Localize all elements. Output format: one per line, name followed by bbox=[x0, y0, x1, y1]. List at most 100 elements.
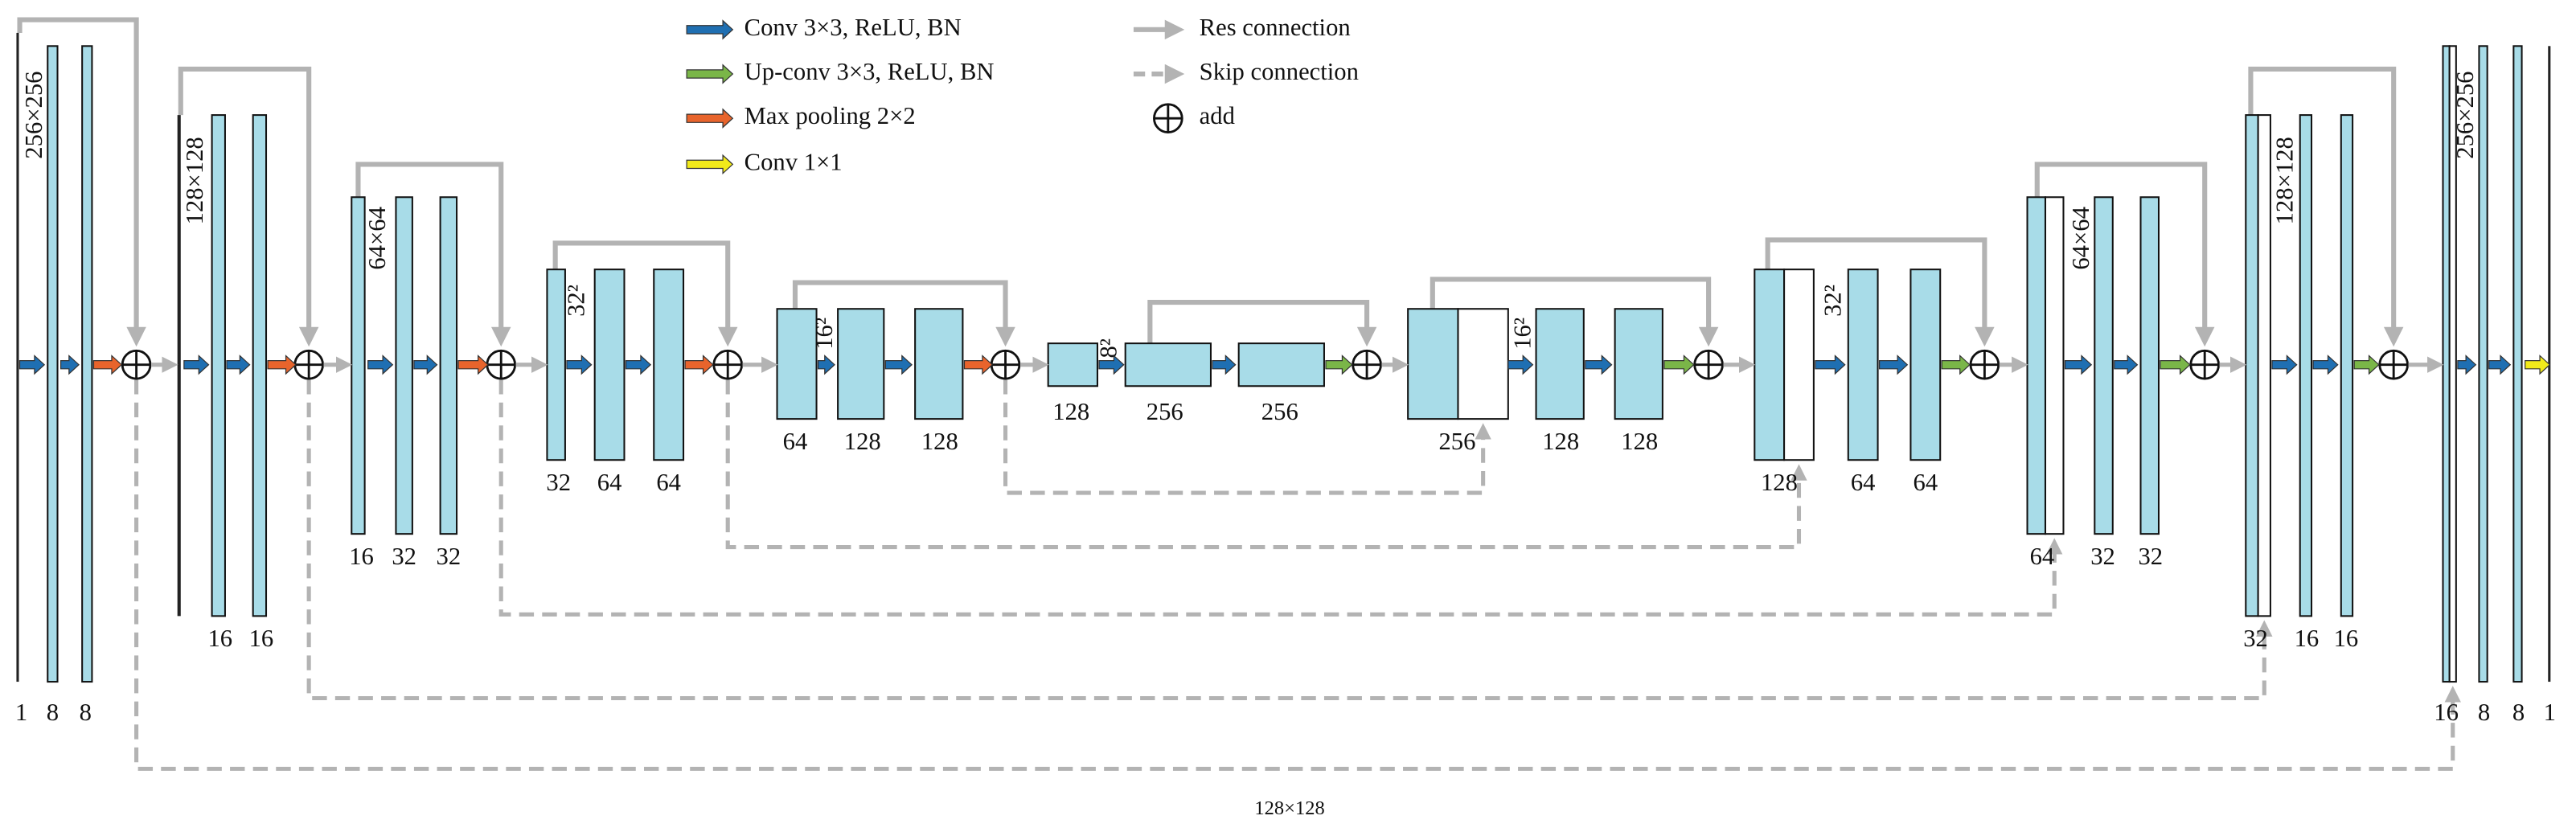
feature-map bbox=[2478, 45, 2488, 683]
channel-label: 64 bbox=[1851, 469, 1876, 496]
pool-arrow bbox=[963, 355, 994, 375]
conv-arrow bbox=[2312, 355, 2339, 375]
feature-map bbox=[2139, 196, 2160, 535]
feature-map bbox=[653, 268, 685, 461]
legend-label: add bbox=[1200, 102, 1235, 129]
feature-map bbox=[1847, 268, 1879, 461]
feature-map bbox=[2299, 114, 2313, 617]
size-label: 256×256 bbox=[2451, 72, 2479, 159]
channel-label: 128 bbox=[1542, 428, 1579, 455]
legend-label: Res connection bbox=[1200, 14, 1351, 41]
conv-arrow bbox=[1878, 355, 1909, 375]
conv-arrow bbox=[18, 355, 46, 375]
size-label: 64×64 bbox=[2067, 207, 2094, 270]
channel-label: 32 bbox=[546, 469, 571, 496]
footer-label: 128×128 bbox=[1254, 797, 1324, 819]
upconv-arrow bbox=[1325, 355, 1353, 375]
legend-label: Conv 3×3, ReLU, BN bbox=[744, 14, 962, 41]
feature-map bbox=[1407, 308, 1459, 420]
channel-label: 256 bbox=[1261, 398, 1298, 425]
upconv-arrow bbox=[2353, 355, 2380, 375]
size-label: 128×128 bbox=[181, 137, 208, 224]
size-label: 128×128 bbox=[2270, 137, 2298, 224]
pool-arrow bbox=[684, 355, 714, 375]
channel-label: 64 bbox=[2030, 543, 2055, 570]
feature-map bbox=[1754, 268, 1786, 461]
channel-label: 64 bbox=[1914, 469, 1938, 496]
res-connection bbox=[552, 240, 738, 347]
copied-map bbox=[1783, 268, 1815, 461]
res-connection bbox=[355, 162, 511, 347]
skip-connection bbox=[134, 379, 2461, 771]
feature-map bbox=[914, 308, 964, 420]
feature-map bbox=[177, 115, 181, 617]
res-connection bbox=[1147, 299, 1377, 347]
feature-map bbox=[2094, 196, 2114, 535]
channel-label: 128 bbox=[1621, 428, 1658, 455]
conv-arrow bbox=[1585, 355, 1613, 375]
legend-label: Conv 1×1 bbox=[744, 148, 843, 175]
copied-map bbox=[2448, 45, 2457, 683]
feature-map bbox=[252, 114, 268, 617]
channel-label: 64 bbox=[597, 469, 622, 496]
skip-connection bbox=[1003, 379, 1491, 495]
pool-arrow bbox=[457, 355, 489, 375]
feature-map bbox=[1535, 308, 1585, 420]
channel-label: 8 bbox=[2512, 699, 2525, 726]
skip-connection bbox=[725, 379, 1807, 550]
res-connection bbox=[1430, 277, 1719, 347]
feature-map bbox=[1237, 342, 1325, 387]
conv-arrow bbox=[1507, 355, 1534, 375]
feature-map bbox=[2340, 114, 2354, 617]
channel-label: 32 bbox=[437, 543, 461, 570]
conv1-arrow bbox=[2525, 355, 2551, 375]
upconv-arrow bbox=[1663, 355, 1695, 375]
feature-map bbox=[593, 268, 626, 461]
feature-map bbox=[395, 196, 413, 535]
channel-label: 16 bbox=[2434, 699, 2459, 726]
channel-label: 16 bbox=[207, 625, 232, 652]
conv-arrow bbox=[2488, 355, 2512, 375]
size-label: 16² bbox=[810, 318, 838, 350]
channel-label: 32 bbox=[392, 543, 416, 570]
channel-label: 8 bbox=[47, 699, 59, 726]
feature-map bbox=[47, 45, 59, 683]
size-label: 256×256 bbox=[20, 72, 47, 159]
legend-symbol bbox=[686, 108, 734, 129]
channel-label: 64 bbox=[783, 428, 808, 455]
channel-label: 128 bbox=[1761, 469, 1798, 496]
feature-map bbox=[1614, 308, 1663, 420]
conv-arrow bbox=[566, 355, 593, 375]
size-label: 16² bbox=[1508, 318, 1536, 350]
conv-arrow bbox=[183, 355, 210, 375]
channel-label: 16 bbox=[2295, 625, 2320, 652]
conv-arrow bbox=[2457, 355, 2477, 375]
copied-map bbox=[2044, 196, 2065, 535]
conv-arrow bbox=[1815, 355, 1846, 375]
legend-label: Max pooling 2×2 bbox=[744, 102, 916, 129]
channel-label: 16 bbox=[2334, 625, 2359, 652]
size-label: 64×64 bbox=[363, 207, 391, 270]
skip-connection bbox=[306, 379, 2273, 701]
channel-label: 1 bbox=[2544, 699, 2556, 726]
res-connection bbox=[792, 280, 1015, 347]
res-connection bbox=[1765, 237, 1995, 347]
res-connection bbox=[2248, 66, 2404, 347]
size-label: 32² bbox=[1819, 285, 1846, 317]
skip-connection bbox=[498, 379, 2063, 617]
channel-label: 128 bbox=[921, 428, 958, 455]
channel-label: 8 bbox=[80, 699, 92, 726]
legend-symbol bbox=[686, 19, 734, 40]
feature-map bbox=[2442, 45, 2451, 683]
conv-arrow bbox=[59, 355, 80, 375]
pool-arrow bbox=[92, 355, 123, 375]
feature-map bbox=[211, 114, 226, 617]
copied-map bbox=[1457, 308, 1509, 420]
channel-label: 32 bbox=[2138, 543, 2163, 570]
feature-map bbox=[81, 45, 93, 683]
legend-label: Up-conv 3×3, ReLU, BN bbox=[744, 58, 995, 85]
channel-label: 128 bbox=[844, 428, 881, 455]
conv-arrow bbox=[817, 355, 835, 375]
channel-label: 128 bbox=[1052, 398, 1089, 425]
